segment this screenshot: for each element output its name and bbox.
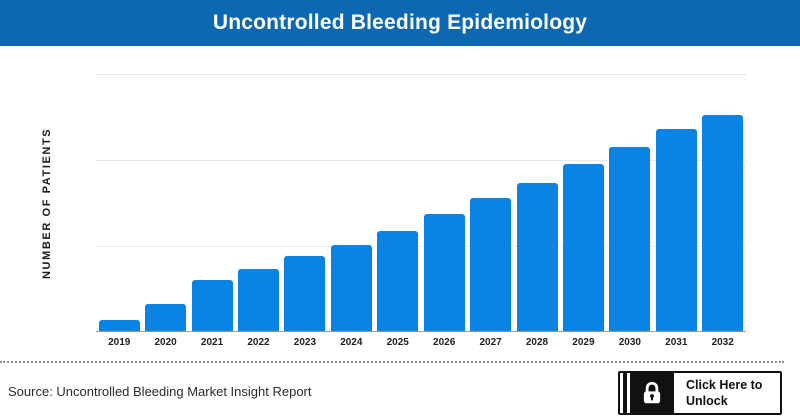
bar-slot xyxy=(375,74,421,331)
gridline xyxy=(96,246,746,247)
bar-slot xyxy=(560,74,606,331)
bar-slot xyxy=(653,74,699,331)
x-tick-label: 2021 xyxy=(200,337,224,348)
bar-2021 xyxy=(191,280,233,331)
source-note: Source: Uncontrolled Bleeding Market Ins… xyxy=(8,384,312,399)
x-tick-label: 2028 xyxy=(525,337,549,348)
lock-icon xyxy=(630,373,674,413)
x-tick-label: 2030 xyxy=(618,337,641,348)
x-axis-labels: 2019 2020 2021 2022 2023 2024 2025 2026 2027 2028… xyxy=(96,337,746,348)
bar-2025 xyxy=(377,231,419,331)
x-tick-label: 2022 xyxy=(247,337,270,348)
plot-area xyxy=(96,74,746,332)
x-tick-label: 2029 xyxy=(572,337,595,348)
footer-divider xyxy=(0,361,784,363)
bar-slot xyxy=(282,74,328,331)
x-tick-label: 2025 xyxy=(386,337,409,348)
x-tick-label: 2024 xyxy=(340,337,363,348)
x-tick-label: 2026 xyxy=(433,337,456,348)
unlock-button-label-line2: Unlock xyxy=(686,394,728,408)
bar-2019 xyxy=(98,320,140,331)
x-tick-label: 2020 xyxy=(154,337,177,348)
bar-slot xyxy=(607,74,653,331)
bar-2029 xyxy=(562,164,604,331)
bar-2023 xyxy=(284,256,326,331)
x-tick-label: 2027 xyxy=(479,337,502,348)
bar-slot xyxy=(514,74,560,331)
bar-2032 xyxy=(702,115,744,331)
unlock-button-label: Click Here to Unlock xyxy=(686,377,762,409)
x-tick-label: 2023 xyxy=(293,337,317,348)
bar-2031 xyxy=(655,129,697,331)
gridline xyxy=(96,74,746,75)
bar-2028 xyxy=(516,183,558,331)
bar-slot xyxy=(235,74,281,331)
bar-2024 xyxy=(330,245,372,331)
bar-slot xyxy=(142,74,188,331)
chart-title: Uncontrolled Bleeding Epidemiology xyxy=(212,11,588,34)
bar-2020 xyxy=(145,304,187,331)
bar-2027 xyxy=(470,198,512,331)
x-tick-label: 2019 xyxy=(108,337,131,348)
bar-slot xyxy=(467,74,513,331)
gridline xyxy=(96,160,746,161)
bar-slot xyxy=(328,74,374,331)
bar-2030 xyxy=(609,147,651,331)
bar-slot xyxy=(699,74,745,331)
button-accent-bar xyxy=(623,373,627,413)
unlock-button[interactable]: Click Here to Unlock xyxy=(618,371,782,415)
bar-slot xyxy=(189,74,235,331)
bar-slot xyxy=(421,74,467,331)
unlock-button-label-line1: Click Here to xyxy=(686,378,763,392)
bar-2026 xyxy=(423,214,465,331)
x-tick-label: 2032 xyxy=(711,337,734,348)
chart-title-banner: Uncontrolled Bleeding Epidemiology xyxy=(0,0,800,46)
bar-2022 xyxy=(237,269,279,331)
y-axis-title: NUMBER OF PATIENTS xyxy=(41,127,53,279)
bars-row xyxy=(96,74,746,331)
x-tick-label: 2031 xyxy=(665,337,688,348)
bar-slot xyxy=(96,74,142,331)
